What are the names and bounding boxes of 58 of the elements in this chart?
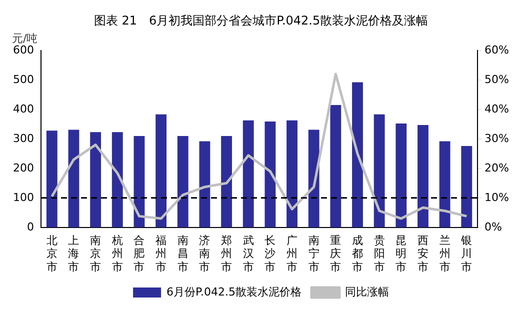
- x-tick-label: 西安市: [417, 234, 428, 274]
- x-tick-label: 广州市: [286, 234, 298, 274]
- x-tick-label: 南宁市: [308, 234, 320, 274]
- bar: [199, 141, 210, 228]
- y-tick-label: 600: [12, 43, 34, 56]
- x-tick-label: 南京市: [90, 234, 102, 274]
- x-tick-label: 贵阳市: [374, 234, 385, 274]
- x-tick-label: 郑州市: [221, 234, 232, 274]
- bar: [374, 114, 385, 228]
- y2-tick-label: 30%: [484, 132, 510, 145]
- bar: [418, 125, 428, 228]
- bar: [90, 132, 102, 228]
- bar: [330, 104, 342, 228]
- x-tick-label: 武汉市: [242, 234, 254, 274]
- chart-title: 图表 21 6月初我国部分省会城市P.042.5散装水泥价格及涨幅: [94, 13, 428, 28]
- y2-tick-label: 60%: [484, 43, 510, 56]
- y2-tick-label: 50%: [484, 72, 510, 86]
- x-tick-label: 合肥市: [134, 234, 145, 274]
- y-tick-label: 500: [12, 72, 34, 86]
- y-tick-label: 100: [12, 190, 34, 204]
- bar: [156, 114, 167, 228]
- bar: [461, 146, 472, 228]
- x-tick-label: 上海市: [68, 234, 80, 274]
- bar: [242, 120, 254, 228]
- y-axis-title: 元/吨: [12, 32, 38, 45]
- x-tick-label: 济南市: [199, 234, 210, 274]
- y-tick-label: 300: [12, 132, 34, 145]
- legend-label: 6月份P.042.5散装水泥价格: [166, 285, 302, 298]
- y2-tick-label: 20%: [484, 161, 510, 174]
- y-tick-label: 400: [12, 102, 34, 116]
- y2-tick-label: 40%: [484, 102, 510, 116]
- bar: [439, 141, 450, 228]
- x-tick-label: 北京市: [46, 234, 58, 274]
- bar: [46, 130, 58, 228]
- legend-label: 同比涨幅: [344, 285, 389, 298]
- bar: [396, 124, 407, 228]
- bar: [177, 136, 188, 228]
- bar: [264, 121, 276, 228]
- x-tick-label: 南昌市: [177, 234, 188, 274]
- x-tick-label: 福州市: [156, 234, 167, 274]
- x-tick-label: 成都市: [352, 234, 363, 274]
- bar: [112, 132, 123, 228]
- bar: [286, 120, 298, 228]
- x-tick-label: 长沙市: [264, 234, 276, 274]
- x-tick-label: 兰州市: [439, 234, 450, 274]
- y-tick-label: 200: [12, 161, 34, 174]
- bar: [68, 130, 80, 228]
- x-tick-label: 银川市: [460, 234, 472, 274]
- y2-tick-label: 10%: [484, 190, 510, 204]
- bar: [308, 130, 320, 228]
- y2-tick-label: 0%: [484, 220, 502, 234]
- bar: [134, 136, 145, 228]
- x-tick-label: 杭州市: [110, 234, 123, 274]
- x-tick-label: 昆明市: [396, 234, 407, 274]
- y-tick-label: 0: [26, 220, 34, 234]
- bar: [352, 82, 363, 228]
- bar: [221, 136, 232, 228]
- x-tick-label: 重庆市: [330, 234, 342, 274]
